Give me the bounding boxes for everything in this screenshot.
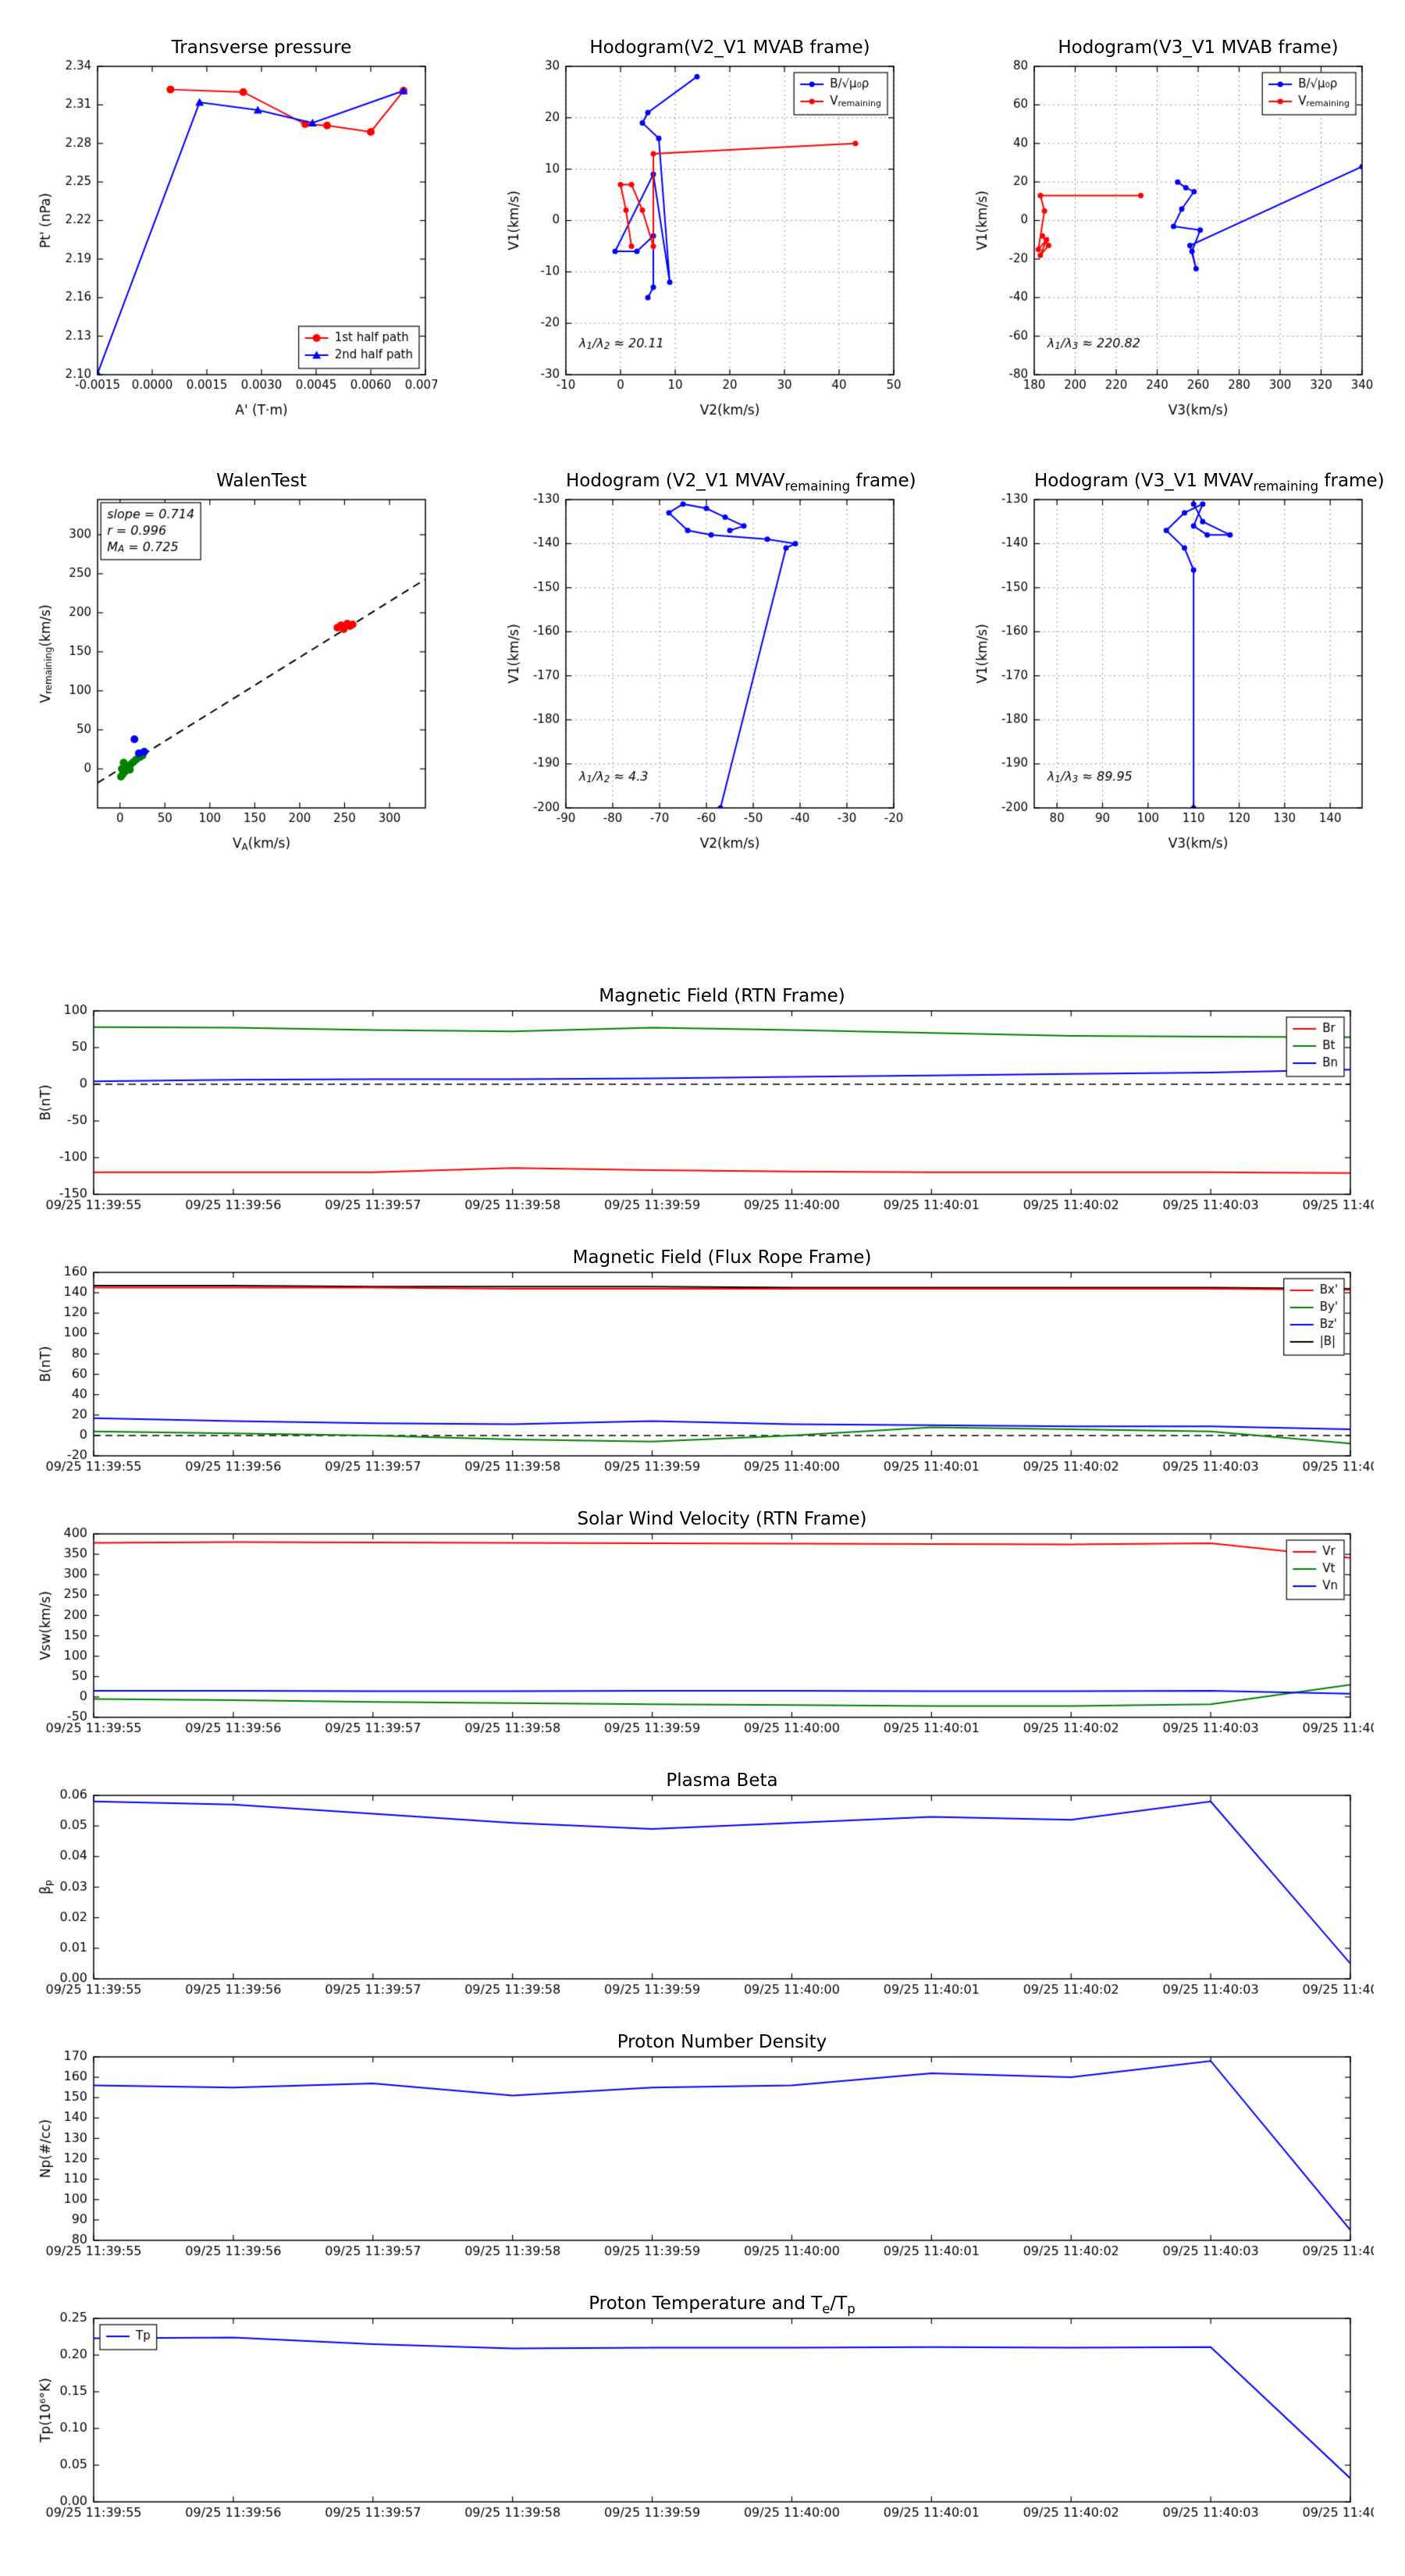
panel-proton-number-density: Proton Number Density xyxy=(31,2026,1374,2275)
transverse-pressure-canvas xyxy=(31,31,437,425)
panel-hodogram-v2v1-mvav: Hodogram (V2_V1 MVAVremaining frame) xyxy=(500,464,916,859)
proton-number-density-canvas xyxy=(31,2026,1374,2275)
panel-magnetic-field-rtn: Magnetic Field (RTN Frame) xyxy=(31,980,1374,1229)
panel-walen-test: WalenTest xyxy=(31,464,437,859)
hodogram-v3v1-mvab-canvas xyxy=(968,31,1374,425)
magnetic-field-rtn-canvas xyxy=(31,980,1374,1229)
walen-test-canvas xyxy=(31,464,437,859)
panel-solar-wind-velocity: Solar Wind Velocity (RTN Frame) xyxy=(31,1503,1374,1752)
panel-transverse-pressure: Transverse pressure xyxy=(31,31,437,425)
solar-wind-velocity-canvas xyxy=(31,1503,1374,1752)
hodogram-v3v1-mvav-canvas xyxy=(968,464,1374,859)
panel-plasma-beta: Plasma Beta xyxy=(31,1764,1374,2014)
plasma-beta-canvas xyxy=(31,1764,1374,2014)
magnetic-field-flux-rope-canvas xyxy=(31,1241,1374,1491)
hodogram-v2v1-mvav-canvas xyxy=(500,464,905,859)
proton-temperature-canvas xyxy=(31,2287,1374,2537)
panel-hodogram-v3v1-mvav: Hodogram (V3_V1 MVAVremaining frame) xyxy=(968,464,1385,859)
panel-hodogram-v2v1-mvab: Hodogram(V2_V1 MVAB frame) xyxy=(500,31,905,425)
panel-proton-temperature: Proton Temperature and Te/Tp xyxy=(31,2287,1374,2537)
panel-magnetic-field-flux-rope: Magnetic Field (Flux Rope Frame) xyxy=(31,1241,1374,1491)
panel-hodogram-v3v1-mvab: Hodogram(V3_V1 MVAB frame) xyxy=(968,31,1374,425)
hodogram-v2v1-mvab-canvas xyxy=(500,31,905,425)
